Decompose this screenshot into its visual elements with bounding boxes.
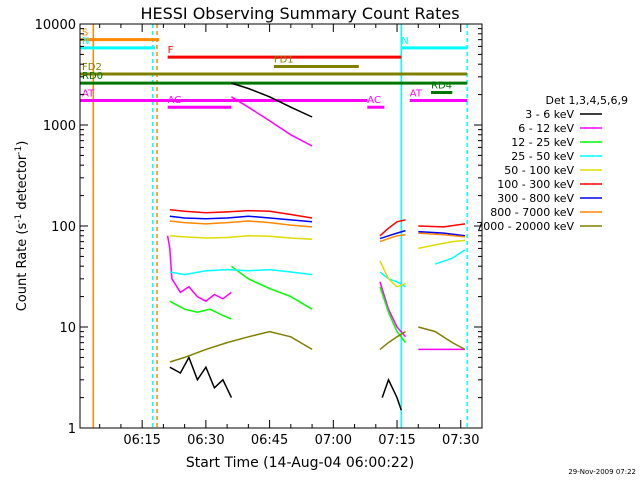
series-line-2-seg-1 bbox=[230, 265, 313, 310]
y-axis-label: Count Rate (s-1 detector-1) bbox=[14, 141, 30, 312]
legend-entry-label: 7000 - 20000 keV bbox=[476, 220, 574, 233]
series-line-5-seg-1 bbox=[379, 219, 406, 237]
flag-label-fd2: FD2 bbox=[82, 62, 102, 73]
series-line-1-seg-0 bbox=[166, 235, 232, 303]
legend-title: Det 1,3,4,5,6,9 bbox=[545, 94, 628, 107]
flag-label-fd1: FD1 bbox=[274, 54, 294, 65]
flag-label-at: AT bbox=[410, 88, 423, 99]
series-line-1-seg-2 bbox=[379, 281, 407, 338]
legend-entry-label: 25 - 50 keV bbox=[511, 150, 574, 163]
legend-entry-label: 3 - 6 keV bbox=[525, 108, 574, 121]
y-tick-label: 1000 bbox=[43, 119, 76, 134]
series-line-7-seg-2 bbox=[418, 232, 466, 238]
series-line-6-seg-0 bbox=[169, 215, 313, 223]
series-line-5-seg-0 bbox=[169, 208, 313, 219]
chart-title: HESSI Observing Summary Count Rates bbox=[140, 4, 459, 23]
series-line-0-seg-2 bbox=[381, 377, 403, 411]
flag-label-rd4: RD4 bbox=[431, 80, 452, 91]
series-line-6-seg-2 bbox=[418, 230, 466, 237]
series-line-0-seg-0 bbox=[169, 355, 233, 398]
series-line-4-seg-1 bbox=[379, 260, 406, 288]
legend-entry-label: 12 - 25 keV bbox=[511, 136, 574, 149]
flag-label-f: F bbox=[168, 45, 174, 56]
x-tick-label: 07:30 bbox=[442, 433, 479, 448]
flag-label-at: AT bbox=[82, 88, 95, 99]
series-line-8-seg-1 bbox=[379, 330, 406, 350]
series-line-4-seg-0 bbox=[169, 235, 313, 240]
series-line-7-seg-1 bbox=[379, 233, 406, 243]
series-line-5-seg-2 bbox=[418, 223, 466, 228]
x-tick-label: 07:00 bbox=[315, 433, 352, 448]
x-tick-label: 06:30 bbox=[187, 433, 224, 448]
legend-entry-label: 100 - 300 keV bbox=[497, 178, 574, 191]
flag-label-ac: AC bbox=[168, 95, 182, 106]
legend-entry-label: 800 - 7000 keV bbox=[490, 206, 574, 219]
flag-label-n: N bbox=[82, 36, 89, 47]
x-tick-label: 06:45 bbox=[251, 433, 288, 448]
flag-label-rd0: RD0 bbox=[82, 71, 103, 82]
series-line-3-seg-0 bbox=[169, 268, 313, 276]
series-line-0-seg-1 bbox=[231, 82, 313, 118]
flag-label-ac: AC bbox=[367, 95, 381, 106]
series-line-2-seg-0 bbox=[169, 300, 232, 320]
legend-entry-label: 50 - 100 keV bbox=[504, 164, 574, 177]
series-line-7-seg-0 bbox=[169, 220, 313, 228]
series-line-3-seg-2 bbox=[435, 249, 466, 265]
svg-text:Count Rate (s-1 detector-1): Count Rate (s-1 detector-1) bbox=[14, 141, 30, 312]
series-line-4-seg-2 bbox=[418, 239, 466, 250]
flag-label-n: N bbox=[401, 36, 408, 47]
y-tick-label: 100 bbox=[51, 220, 76, 235]
y-tick-label: 10000 bbox=[35, 18, 76, 33]
y-tick-label: 10 bbox=[59, 321, 76, 336]
x-tick-label: 06:15 bbox=[123, 433, 160, 448]
x-axis-label: Start Time (14-Aug-04 06:00:22) bbox=[186, 455, 414, 471]
legend-entry-label: 300 - 800 keV bbox=[497, 192, 574, 205]
series-line-8-seg-2 bbox=[418, 326, 466, 351]
y-tick-label: 1 bbox=[68, 422, 76, 437]
series-line-8-seg-0 bbox=[169, 330, 313, 363]
x-tick-label: 07:15 bbox=[378, 433, 415, 448]
legend-entry-label: 6 - 12 keV bbox=[518, 122, 574, 135]
flag-label-s: S bbox=[82, 28, 88, 39]
footer-timestamp: 29-Nov-2009 07:22 bbox=[568, 468, 636, 476]
series-line-1-seg-1 bbox=[231, 96, 313, 147]
series-line-6-seg-1 bbox=[379, 229, 406, 240]
series-line-2-seg-2 bbox=[379, 286, 407, 344]
y-axis-label-text: Count Rate (s bbox=[15, 223, 30, 312]
axes: 1 10 100 1000 10000 06:15 06:30 06:45 07:00 07:15… bbox=[35, 18, 483, 448]
